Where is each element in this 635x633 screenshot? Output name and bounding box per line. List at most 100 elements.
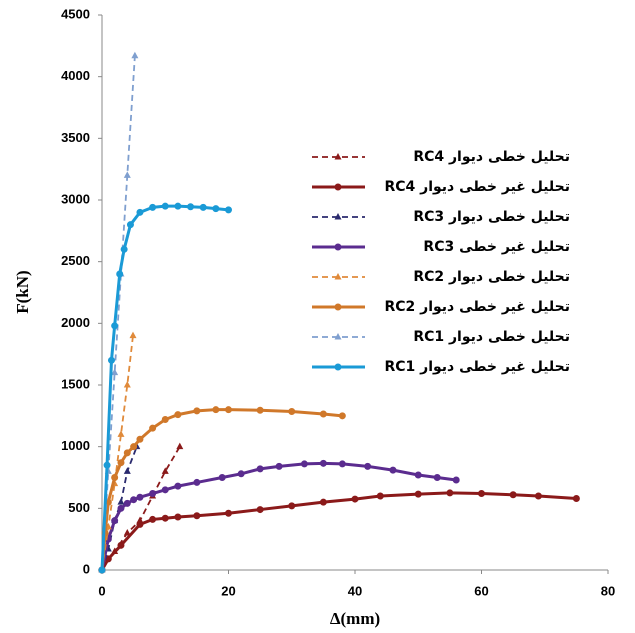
marker — [136, 208, 144, 216]
y-tick-label: 500 — [68, 500, 90, 515]
legend-text: تحلیل غیر خطی دیوار RC2 — [384, 299, 570, 315]
x-axis-title: Δ(mm) — [330, 609, 380, 628]
marker — [334, 303, 342, 311]
marker — [433, 474, 441, 481]
y-tick-label: 2500 — [61, 253, 90, 268]
legend-text: تحلیل غیر خطی دیوار RC1 — [384, 359, 570, 375]
y-tick-label: 1000 — [61, 438, 90, 453]
marker — [174, 202, 182, 210]
marker — [111, 517, 119, 525]
marker — [117, 459, 125, 467]
marker — [478, 490, 485, 498]
marker — [149, 515, 157, 523]
marker — [174, 411, 182, 419]
marker — [338, 412, 346, 420]
marker — [161, 202, 169, 210]
y-tick-label: 2000 — [61, 315, 90, 330]
marker — [509, 491, 517, 499]
y-axis-title: F(kN) — [13, 270, 32, 313]
x-tick-label: 40 — [348, 583, 362, 598]
marker — [364, 462, 372, 470]
marker — [389, 466, 397, 474]
legend-text: تحلیل غیر خطی RC3 — [423, 239, 570, 255]
marker — [414, 490, 422, 498]
marker — [288, 408, 296, 416]
marker — [129, 331, 137, 339]
x-tick-label: 60 — [474, 583, 488, 598]
marker — [130, 443, 138, 451]
marker — [572, 494, 580, 502]
series-line — [100, 491, 577, 571]
marker — [534, 492, 542, 500]
marker — [136, 493, 144, 501]
marker — [351, 495, 359, 503]
marker — [288, 502, 296, 510]
marker — [161, 486, 169, 494]
marker — [334, 183, 342, 191]
legend-text: تحلیل خطی دیوار RC4 — [413, 149, 570, 165]
marker — [149, 490, 157, 498]
marker — [174, 482, 182, 490]
marker — [131, 51, 139, 59]
marker — [256, 465, 264, 473]
marker — [111, 322, 119, 330]
marker — [414, 471, 422, 479]
marker — [187, 203, 195, 211]
marker — [116, 270, 124, 278]
y-tick-label: 3500 — [61, 130, 90, 145]
marker — [225, 406, 232, 414]
marker — [225, 206, 232, 214]
y-tick-label: 1500 — [61, 376, 90, 391]
marker — [123, 467, 131, 474]
marker — [334, 243, 342, 251]
marker — [193, 478, 201, 486]
marker — [176, 442, 184, 450]
marker — [111, 368, 119, 376]
marker — [98, 566, 106, 574]
marker — [319, 498, 327, 506]
marker — [452, 476, 460, 484]
marker — [120, 245, 128, 253]
marker — [117, 541, 125, 549]
x-tick-label: 80 — [601, 583, 615, 598]
marker — [117, 430, 125, 437]
marker — [174, 513, 182, 521]
marker — [136, 520, 144, 528]
marker — [225, 509, 232, 517]
marker — [218, 474, 226, 481]
marker — [149, 424, 157, 432]
series-line — [101, 335, 134, 571]
legend-text: تحلیل خطی دیوار RC1 — [413, 329, 570, 345]
marker — [212, 205, 220, 213]
marker — [212, 406, 220, 414]
marker — [107, 356, 115, 364]
marker — [123, 171, 131, 178]
marker — [111, 474, 119, 481]
marker — [123, 499, 131, 507]
marker — [136, 435, 144, 443]
marker — [117, 504, 125, 512]
marker — [300, 460, 308, 468]
marker — [126, 221, 134, 229]
series-line — [100, 408, 343, 571]
marker — [256, 406, 264, 414]
marker — [161, 514, 169, 522]
marker — [123, 529, 131, 536]
y-tick-label: 4000 — [61, 68, 90, 83]
marker — [334, 213, 342, 220]
marker — [149, 203, 157, 211]
marker — [256, 506, 264, 514]
x-tick-label: 0 — [98, 583, 105, 598]
marker — [338, 460, 346, 468]
series-line — [100, 461, 457, 571]
marker — [334, 153, 342, 160]
x-tick-label: 20 — [221, 583, 235, 598]
marker — [334, 363, 342, 371]
y-tick-label: 3000 — [61, 191, 90, 206]
marker — [319, 459, 327, 467]
marker — [319, 410, 327, 418]
marker — [161, 416, 169, 424]
marker — [161, 467, 169, 474]
y-tick-label: 0 — [83, 561, 90, 576]
